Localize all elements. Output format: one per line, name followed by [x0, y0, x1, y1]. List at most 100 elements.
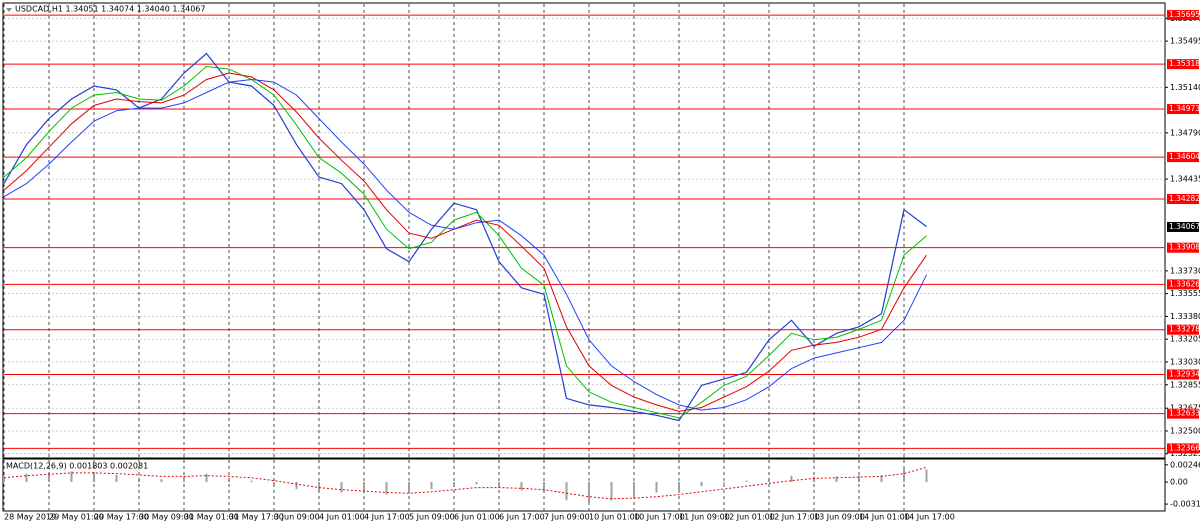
macd-bar	[655, 482, 658, 493]
level-label-box	[1167, 193, 1199, 204]
macd-bar	[70, 471, 73, 483]
symbol-icon	[6, 8, 12, 12]
macd-bar	[385, 482, 388, 495]
macd-bar	[565, 482, 568, 501]
last-price-box	[1167, 221, 1199, 232]
level-label: 1.32366	[1169, 443, 1200, 452]
y-tick-label: 1.35495	[1170, 37, 1200, 46]
macd-bar	[273, 482, 275, 485]
level-label: 1.34282	[1169, 194, 1200, 203]
y-tick-label: 1.34790	[1170, 128, 1200, 137]
macd-bar	[880, 475, 883, 483]
macd-bar	[858, 475, 860, 483]
x-tick-label: 7 Jun 09:00	[544, 513, 590, 522]
x-tick-label: 13 Jun 09:00	[814, 513, 865, 522]
y-tick-label: 1.33380	[1170, 312, 1200, 321]
last-price-label: 1.34067	[1169, 222, 1200, 231]
macd-bar	[363, 482, 365, 494]
level-label: 1.34973	[1169, 104, 1200, 113]
y-tick-label: 0.002465	[1170, 460, 1200, 469]
y-tick-label: 1.32325	[1170, 449, 1200, 458]
macd-bar	[768, 477, 770, 483]
level-label-box	[1167, 443, 1199, 454]
x-tick-label: 4 Jun 17:00	[364, 513, 410, 522]
level-label-box	[1167, 104, 1199, 115]
x-tick-label: 31 May 01:00	[184, 513, 239, 522]
macd-bar	[813, 476, 815, 483]
macd-bar	[925, 469, 928, 483]
level-label-box	[1167, 324, 1199, 335]
macd-bar	[475, 482, 478, 485]
macd-bar	[48, 472, 50, 483]
x-tick-label: 29 May 01:00	[49, 513, 104, 522]
macd-bar	[543, 482, 545, 492]
x-tick-label: 31 May 17:00	[229, 513, 284, 522]
macd-title: MACD(12,26,9) 0.001803 0.002081	[6, 462, 148, 471]
level-label-box	[1167, 242, 1199, 253]
price-line	[3, 72, 927, 412]
x-tick-label: 6 Jun 01:00	[454, 513, 500, 522]
y-tick-label: 1.33030	[1170, 357, 1200, 366]
y-tick-label: 0.00	[1170, 478, 1188, 487]
macd-bar	[430, 482, 433, 490]
macd-bar	[633, 482, 635, 497]
macd-bar	[723, 482, 725, 484]
x-tick-label: 10 Jun 01:00	[589, 513, 640, 522]
macd-bar	[25, 473, 28, 483]
price-line	[3, 78, 927, 411]
level-label-box	[1167, 369, 1199, 380]
level-label-box	[1167, 152, 1199, 163]
macd-bar	[903, 468, 905, 483]
level-label: 1.33278	[1169, 325, 1200, 334]
level-label: 1.32934	[1169, 369, 1200, 378]
x-tick-label: 11 Jun 09:00	[679, 513, 730, 522]
level-label: 1.35695	[1169, 10, 1200, 19]
macd-bar	[318, 482, 320, 492]
level-label: 1.33626	[1169, 279, 1200, 288]
macd-bar	[228, 477, 230, 483]
macd-bar	[160, 479, 163, 483]
y-tick-label: 1.32675	[1170, 404, 1200, 413]
macd-bar	[295, 482, 298, 490]
level-label: 1.34604	[1169, 152, 1200, 161]
chart-title: USDCAD,H1 1.34051 1.34074 1.34040 1.3406…	[15, 5, 205, 14]
x-tick-label: 10 Jun 17:00	[634, 513, 685, 522]
x-tick-label: 12 Jun 17:00	[769, 513, 820, 522]
macd-bar	[790, 475, 793, 483]
level-label-box	[1167, 408, 1199, 419]
macd-bar	[340, 482, 343, 493]
x-tick-label: 14 Jun 01:00	[859, 513, 910, 522]
macd-bar	[408, 482, 410, 494]
macd-bar	[138, 477, 140, 483]
macd-bar	[700, 482, 703, 487]
macd-bar	[745, 480, 748, 483]
macd-bar	[520, 482, 523, 491]
y-tick-label: 1.33555	[1170, 289, 1200, 298]
x-tick-label: 28 May 2019	[4, 513, 56, 522]
x-tick-label: 14 Jun 17:00	[904, 513, 955, 522]
y-tick-label: -0.003154	[1170, 500, 1200, 509]
macd-bar	[610, 482, 613, 501]
macd-bar	[3, 476, 5, 483]
level-label: 1.35318	[1169, 59, 1200, 68]
macd-bar	[588, 482, 590, 504]
y-tick-label: 1.33205	[1170, 335, 1200, 344]
macd-bar	[93, 473, 95, 483]
macd-panel	[2, 458, 1166, 512]
macd-bar	[183, 476, 185, 483]
level-label: 1.32633	[1169, 409, 1200, 418]
x-tick-label: 30 May 09:00	[139, 513, 194, 522]
macd-bar	[453, 482, 455, 485]
y-tick-label: 1.33730	[1170, 266, 1200, 275]
macd-bar	[678, 482, 680, 491]
y-tick-label: 1.32855	[1170, 380, 1200, 389]
macd-bar	[498, 482, 500, 488]
level-label: 1.33908	[1169, 243, 1200, 252]
x-tick-label: 29 May 17:00	[94, 513, 149, 522]
level-label-box	[1167, 279, 1199, 290]
x-tick-label: 3 Jun 09:00	[274, 513, 320, 522]
macd-bar	[250, 480, 253, 483]
y-tick-label: 1.34435	[1170, 175, 1200, 184]
price-line	[3, 65, 927, 419]
